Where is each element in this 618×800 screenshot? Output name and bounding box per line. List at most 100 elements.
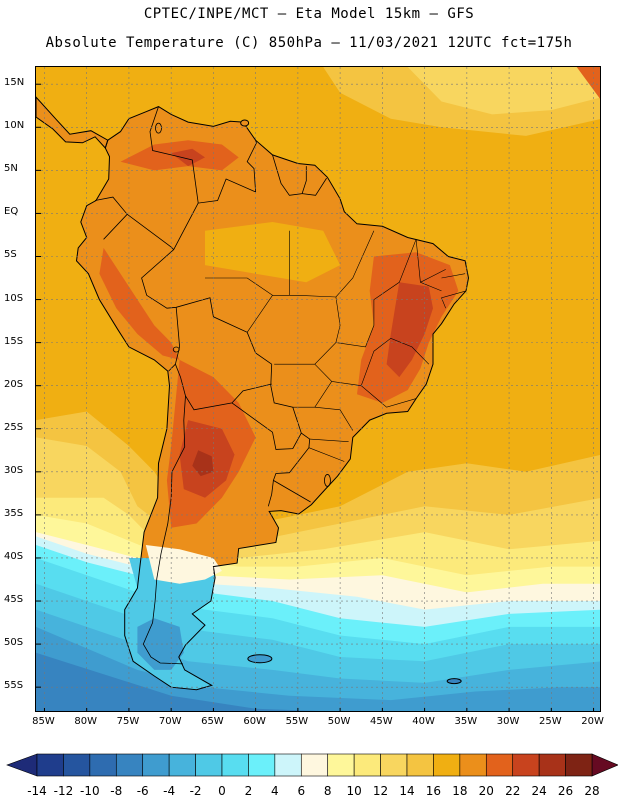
colorbar-swatch-6 bbox=[195, 753, 223, 777]
band-north-12 bbox=[407, 67, 600, 115]
colorbar-label: 2 bbox=[244, 784, 253, 798]
colorbar-swatch-8 bbox=[248, 753, 276, 777]
colorbar-label: 10 bbox=[346, 784, 362, 798]
band-north-warm bbox=[576, 67, 600, 99]
colorbar-swatch-12 bbox=[353, 753, 381, 777]
lon-label-50W: 50W bbox=[327, 716, 351, 727]
lon-label-85W: 85W bbox=[32, 716, 55, 727]
lon-label-30W: 30W bbox=[496, 716, 520, 727]
lat-label-15N: 15N bbox=[4, 77, 25, 89]
country-border-6 bbox=[168, 363, 176, 372]
lake-maracaibo bbox=[155, 122, 162, 134]
colorbar-swatch-3 bbox=[115, 753, 144, 777]
lon-label-80W: 80W bbox=[74, 716, 97, 727]
colorbar-swatch-7 bbox=[221, 753, 249, 777]
colorbar-swatch-18 bbox=[512, 753, 540, 777]
colorbar-swatch-11 bbox=[327, 753, 355, 777]
lat-label-55S: 55S bbox=[4, 680, 24, 692]
warm-core-2 bbox=[99, 247, 180, 360]
colorbar-label: 0 bbox=[218, 784, 226, 798]
colorbar-label: 24 bbox=[531, 784, 547, 798]
colorbar-under-arrow bbox=[6, 753, 38, 777]
lon-label-60W: 60W bbox=[243, 716, 266, 727]
patagonia-transition bbox=[145, 545, 222, 584]
warm-core-5 bbox=[386, 282, 433, 378]
colorbar-label: 18 bbox=[452, 784, 468, 798]
lat-label-20S: 20S bbox=[4, 378, 24, 390]
state-border-7 bbox=[360, 337, 430, 386]
country-border-7 bbox=[142, 395, 186, 665]
lat-label-15S: 15S bbox=[4, 335, 24, 347]
state-border-10 bbox=[308, 447, 345, 462]
trinidad-island bbox=[240, 119, 250, 127]
isotherm-band-10 bbox=[36, 626, 600, 711]
country-border-1 bbox=[141, 202, 272, 365]
lat-label-30S: 30S bbox=[4, 464, 24, 476]
colorbar-label: -2 bbox=[189, 784, 202, 798]
lat-label-25S: 25S bbox=[4, 421, 24, 433]
warm-core-7 bbox=[192, 450, 214, 477]
temperature-map bbox=[36, 67, 600, 711]
lon-label-65W: 65W bbox=[201, 716, 224, 727]
colorbar-swatch-15 bbox=[433, 753, 461, 777]
country-border-3 bbox=[95, 196, 128, 240]
colorbar-label: 14 bbox=[399, 784, 415, 798]
colorbar-label: 28 bbox=[584, 784, 600, 798]
colorbar-swatch-2 bbox=[89, 753, 117, 777]
state-border-0 bbox=[246, 230, 375, 333]
lon-label-45W: 45W bbox=[370, 716, 393, 727]
state-border-9 bbox=[309, 438, 349, 442]
colorbar-swatch-0 bbox=[36, 753, 64, 777]
colorbar-label: -6 bbox=[136, 784, 149, 798]
colorbar-swatch-10 bbox=[300, 753, 329, 777]
colorbar-label: 26 bbox=[557, 784, 574, 798]
colorbar-label: 6 bbox=[297, 784, 306, 798]
colorbar-label: -4 bbox=[163, 784, 176, 798]
lon-label-70W: 70W bbox=[158, 716, 182, 727]
colorbar bbox=[6, 753, 618, 777]
lat-label-EQ: EQ bbox=[4, 206, 19, 218]
state-border-14 bbox=[441, 290, 467, 309]
lon-label-55W: 55W bbox=[285, 716, 309, 727]
state-border-6 bbox=[331, 381, 417, 408]
south-georgia-island bbox=[446, 678, 462, 685]
lat-label-10N: 10N bbox=[4, 120, 25, 132]
central-america-fill bbox=[36, 97, 108, 148]
falklands-island bbox=[247, 654, 273, 664]
country-border-8 bbox=[231, 402, 302, 450]
state-border-13 bbox=[441, 273, 466, 279]
colorbar-swatch-16 bbox=[459, 753, 487, 777]
colorbar-label: -8 bbox=[110, 784, 123, 798]
colorbar-swatch-4 bbox=[142, 753, 170, 777]
colorbar-swatch-14 bbox=[406, 753, 434, 777]
state-border-4 bbox=[335, 239, 417, 348]
lat-label-45S: 45S bbox=[4, 594, 24, 606]
chart-title: CPTEC/INPE/MCT – Eta Model 15km – GFS bbox=[143, 6, 475, 22]
colorbar-label: 16 bbox=[425, 784, 442, 798]
lat-label-5S: 5S bbox=[4, 249, 17, 261]
colorbar-swatch-20 bbox=[565, 753, 593, 777]
map-panel bbox=[35, 66, 601, 712]
state-border-2 bbox=[205, 277, 273, 296]
colorbar-label: 4 bbox=[271, 784, 279, 798]
lat-label-35S: 35S bbox=[4, 507, 24, 519]
colorbar-label: -14 bbox=[27, 784, 47, 798]
lon-label-20W: 20W bbox=[581, 716, 604, 727]
country-border-9 bbox=[267, 480, 274, 507]
lat-label-5N: 5N bbox=[4, 163, 18, 175]
isotherm-band-11 bbox=[36, 652, 319, 711]
country-border-11 bbox=[272, 154, 307, 196]
lon-label-40W: 40W bbox=[412, 716, 435, 727]
central-america-coastline bbox=[36, 96, 109, 149]
state-border-8 bbox=[314, 406, 354, 431]
colorbar-label: 20 bbox=[478, 784, 494, 798]
lon-label-35W: 35W bbox=[454, 716, 478, 727]
lat-label-10S: 10S bbox=[4, 292, 24, 304]
colorbar-swatch-17 bbox=[485, 753, 514, 777]
colorbar-swatch-1 bbox=[63, 753, 91, 777]
colorbar-swatch-5 bbox=[168, 753, 196, 777]
state-border-12 bbox=[420, 269, 446, 283]
colorbar-label: 8 bbox=[323, 784, 332, 798]
lake-titicaca bbox=[172, 346, 180, 353]
colorbar-over-arrow bbox=[591, 753, 618, 777]
